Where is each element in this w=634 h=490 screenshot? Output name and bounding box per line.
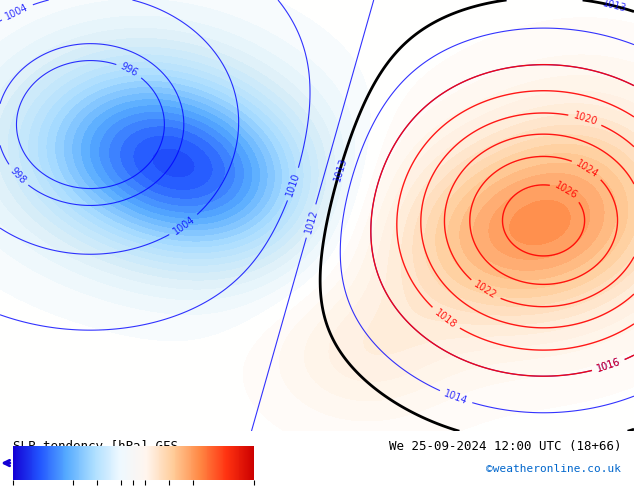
- Text: 996: 996: [119, 61, 140, 79]
- Text: 1016: 1016: [595, 357, 622, 374]
- Text: 1004: 1004: [4, 1, 30, 22]
- Text: 1010: 1010: [285, 171, 302, 197]
- Text: 1020: 1020: [572, 111, 598, 127]
- Text: 1004: 1004: [171, 214, 197, 237]
- Text: 1018: 1018: [433, 307, 458, 330]
- Text: ©weatheronline.co.uk: ©weatheronline.co.uk: [486, 465, 621, 474]
- Text: 1022: 1022: [472, 279, 498, 301]
- Text: 1014: 1014: [443, 388, 469, 406]
- Text: 1012: 1012: [303, 208, 320, 234]
- Text: We 25-09-2024 12:00 UTC (18+66): We 25-09-2024 12:00 UTC (18+66): [389, 440, 621, 453]
- Text: 1013: 1013: [332, 156, 349, 182]
- Text: 1024: 1024: [574, 158, 600, 180]
- Text: 1013: 1013: [602, 0, 628, 14]
- Text: 1016: 1016: [595, 357, 622, 374]
- Text: SLP tendency [hPa] GFS: SLP tendency [hPa] GFS: [13, 440, 178, 453]
- Text: 998: 998: [8, 166, 28, 186]
- Text: 1026: 1026: [553, 180, 579, 201]
